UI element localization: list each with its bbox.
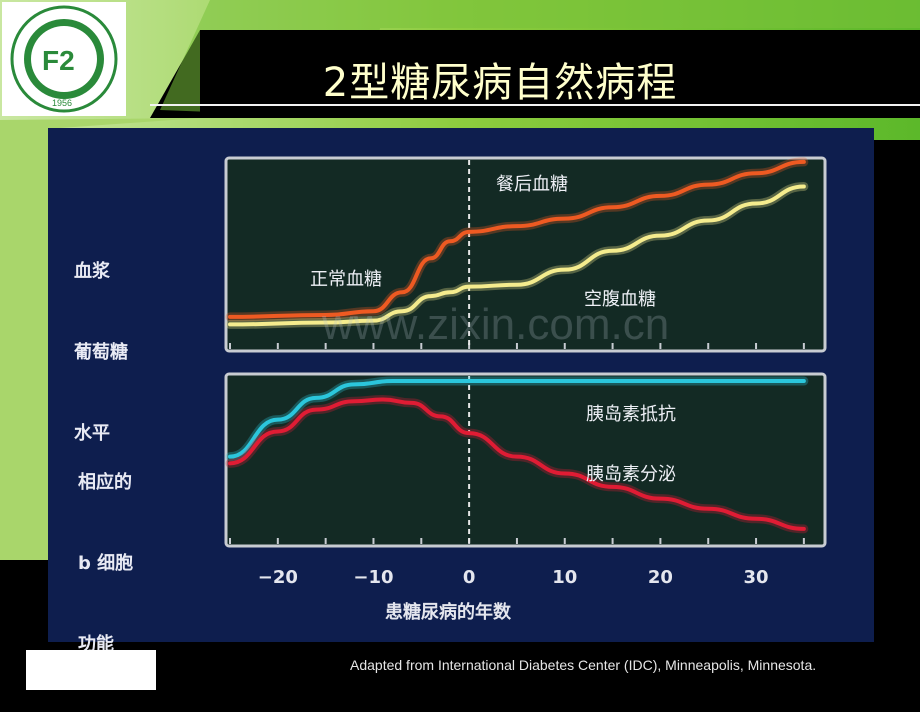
top-y-label: 血浆 葡萄糖 水平: [74, 204, 128, 501]
bottom-y-label-line-1: 相应的: [78, 472, 132, 493]
top-y-label-line-2: 葡萄糖: [74, 342, 128, 363]
annotation-normal-glucose: 正常血糖: [310, 269, 382, 290]
series-label-1-1: 餐后血糖: [496, 174, 568, 195]
series-line-胰岛素抵抗: [228, 379, 806, 459]
bottom-y-label: 相应的 b 细胞 功能: [78, 415, 133, 712]
x-tick-label: −10: [353, 567, 393, 588]
series-line-空腹血糖: [228, 184, 806, 327]
x-tick-label: 0: [463, 567, 476, 588]
series-line-胰岛素分泌: [228, 397, 806, 531]
panel-frame-2: [224, 372, 827, 548]
x-tick-label: −20: [258, 567, 298, 588]
chart-figure: 餐后血糖空腹血糖胰岛素抵抗胰岛素分泌 正常血糖 −20 −10 0 10 20 30 患糖尿病的…: [48, 128, 874, 655]
series-line-餐后血糖: [228, 159, 806, 319]
hospital-logo: F2 1956: [2, 2, 126, 116]
x-tick-label: 10: [552, 567, 577, 588]
top-y-label-line-1: 血浆: [74, 261, 110, 282]
panel-frame-1: [224, 156, 827, 353]
x-tick-label: 30: [744, 567, 769, 588]
x-tick-label: 20: [648, 567, 673, 588]
series-label-2-1: 胰岛素抵抗: [586, 404, 676, 425]
source-note: Adapted from International Diabetes Cent…: [350, 657, 817, 673]
top-y-label-line-3: 水平: [74, 423, 110, 444]
series-label-2-2: 胰岛素分泌: [586, 464, 676, 485]
svg-text:1956: 1956: [52, 98, 72, 108]
bottom-y-label-line-2: b 细胞: [78, 553, 134, 574]
watermark: www.zixin.com.cn: [322, 300, 670, 349]
bottom-y-label-line-3: 功能: [78, 634, 114, 655]
series-label-1-2: 空腹血糖: [584, 289, 656, 310]
svg-text:F2: F2: [42, 45, 75, 76]
white-box: [26, 650, 156, 690]
slide-title: 2型糖尿病自然病程: [322, 60, 678, 106]
x-axis-label: 患糖尿病的年数: [385, 601, 512, 623]
